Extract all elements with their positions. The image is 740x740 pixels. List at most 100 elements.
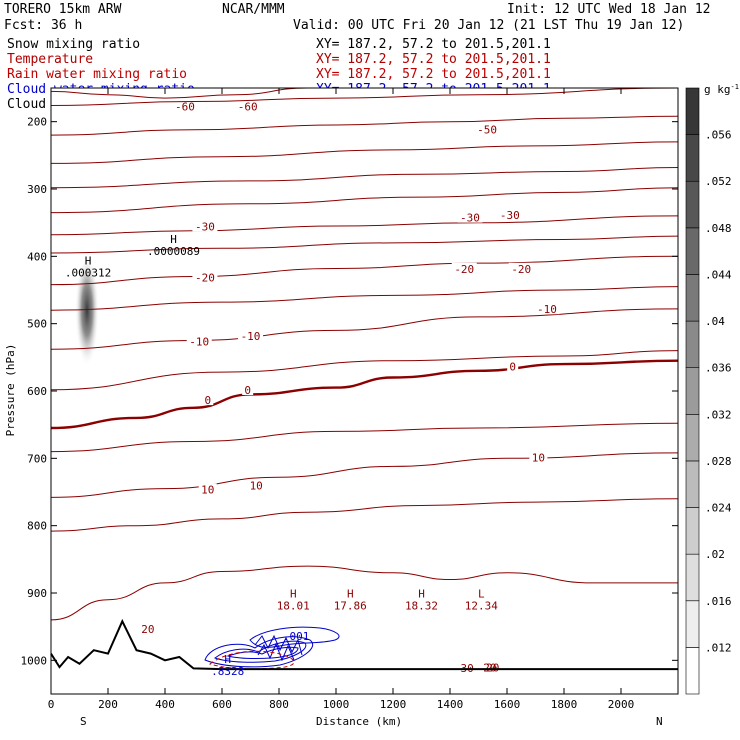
extremum-value: 18.01 [277, 600, 310, 613]
x-tick-label: 1000 [323, 698, 350, 711]
colorbar-segment [685, 227, 700, 275]
colorbar-segment [685, 460, 700, 508]
temperature-contour [50, 187, 679, 214]
contour-label-bg [534, 303, 560, 315]
init-time: Init: 12 UTC Wed 18 Jan 12 [507, 2, 711, 17]
legend-field-xy: XY= 187.2, 57.2 to 201.5,201.1 [316, 52, 551, 67]
model-name: TORERO 15km ARW [4, 2, 122, 17]
contour-label: 20 [486, 661, 499, 674]
forecast-hour: Fcst: 36 h [4, 18, 82, 33]
x-axis: 0 200 400 600 800 1000 1200 1400 1600 1800 2000 [48, 88, 635, 711]
terrain-profile [50, 618, 678, 671]
contour-label-bg [507, 360, 519, 372]
y-tick-label: 600 [27, 385, 47, 398]
y-axis-label: Pressure (hPa) [4, 344, 17, 437]
extremum-marker: H [170, 233, 177, 246]
x-tick-label: 800 [269, 698, 289, 711]
temperature-contour [50, 359, 679, 430]
snow-mixing-shading [75, 260, 99, 372]
plot-area: -60 -60 -50 -30 -30 -30 -20 -20 -20 -10 -10 -10 0 0 0 1… [21, 87, 679, 711]
legend-field-name: Snow mixing ratio [7, 37, 140, 52]
cloud-water-contour [226, 646, 299, 660]
plot-background [51, 88, 678, 694]
cloud-water-contour [204, 636, 313, 668]
colorbar-unit: g kg-1 [704, 83, 739, 96]
cloud-water-contours [204, 626, 340, 668]
contour-label: -10 [189, 336, 209, 349]
colorbar-tick-label: .044 [705, 268, 732, 281]
y-tick-label: 700 [27, 452, 47, 465]
temperature-contour [50, 452, 679, 498]
contour-label: -30 [460, 212, 480, 225]
colorbar-tick-label: .036 [705, 362, 732, 375]
contour-label-bg [172, 100, 198, 112]
x-tick-label: 2000 [608, 698, 635, 711]
terrain-line [50, 618, 678, 671]
legend-field-name: Temperature [7, 52, 93, 67]
valid-time: Valid: 00 UTC Fri 20 Jan 12 (21 LST Thu … [293, 18, 684, 33]
cloud-water-contour [257, 642, 295, 662]
y-tick-label: 200 [27, 116, 47, 129]
colorbar-tick-label: .048 [705, 222, 732, 235]
colorbar-tick-label: .056 [705, 129, 732, 142]
colorbar-segment [685, 320, 700, 368]
colorbar-tick-label: .012 [705, 641, 732, 654]
y-tick-label: 900 [27, 587, 47, 600]
y-tick-label: 400 [27, 250, 47, 263]
extremum-value: .0000089 [147, 245, 200, 258]
contour-label-bg [529, 451, 548, 463]
contour-label-bg [202, 394, 214, 406]
temperature-contour [50, 422, 679, 453]
contour-label-bg [474, 123, 500, 135]
contour-label: -60 [175, 101, 195, 114]
extremum-value: 17.86 [334, 600, 367, 613]
colorbar-tick-label: .024 [705, 502, 732, 515]
colorbar-segment [685, 553, 700, 602]
colorbar-segment [685, 600, 700, 648]
colorbar-tick-label: .016 [705, 595, 732, 608]
colorbar-tick-label: .032 [705, 408, 732, 421]
legend-field-name: Rain water mixing ratio [7, 67, 187, 82]
contour-label: -10 [537, 303, 557, 316]
colorbar-segment [685, 507, 700, 555]
contour-label-bg [480, 661, 499, 673]
temperature-contour [50, 308, 679, 350]
extremum-value: .8328 [211, 665, 244, 678]
temperature-contour [50, 115, 679, 136]
x-tick-label: 600 [212, 698, 232, 711]
contour-label: 0 [204, 394, 211, 407]
contour-label-bg [247, 479, 266, 491]
x-tick-label: 0 [48, 698, 55, 711]
colorbar-tick-label: .052 [705, 175, 732, 188]
colorbar-segment [685, 274, 700, 322]
temperature-contour [50, 235, 679, 254]
colorbar-segment [685, 414, 700, 462]
extremum-value: 12.34 [465, 600, 498, 613]
extremum-marker: H [85, 254, 92, 267]
extremum-value: .001 [283, 630, 310, 643]
extremum-value: .000312 [65, 266, 111, 279]
colorbar-segment [685, 87, 700, 135]
x-tick-label: 1200 [380, 698, 407, 711]
contour-label-bg [186, 335, 212, 347]
colorbar-segment [685, 647, 700, 695]
colorbar-tick-label: .04 [705, 315, 725, 328]
temperature-contour [50, 498, 679, 532]
legend-field-xy: XY= 187.2, 57.2 to 201.5,201.1 [316, 67, 551, 82]
x-tick-label: 200 [98, 698, 118, 711]
contour-label-bg [138, 623, 157, 635]
contour-label-bg [235, 100, 261, 112]
contour-label: -20 [511, 263, 531, 276]
contour-label: 0 [509, 360, 516, 373]
contour-label-bg [238, 330, 263, 342]
temperature-contour [50, 215, 679, 236]
contour-label: -50 [477, 123, 497, 136]
temperature-contour [50, 286, 679, 311]
colorbar-tick-label: .028 [705, 455, 732, 468]
north-label: N [656, 715, 663, 728]
contour-label-bg [198, 483, 217, 495]
extremum-marker: L [478, 588, 485, 601]
temperature-contour [50, 141, 679, 164]
contour-label: -60 [238, 101, 258, 114]
